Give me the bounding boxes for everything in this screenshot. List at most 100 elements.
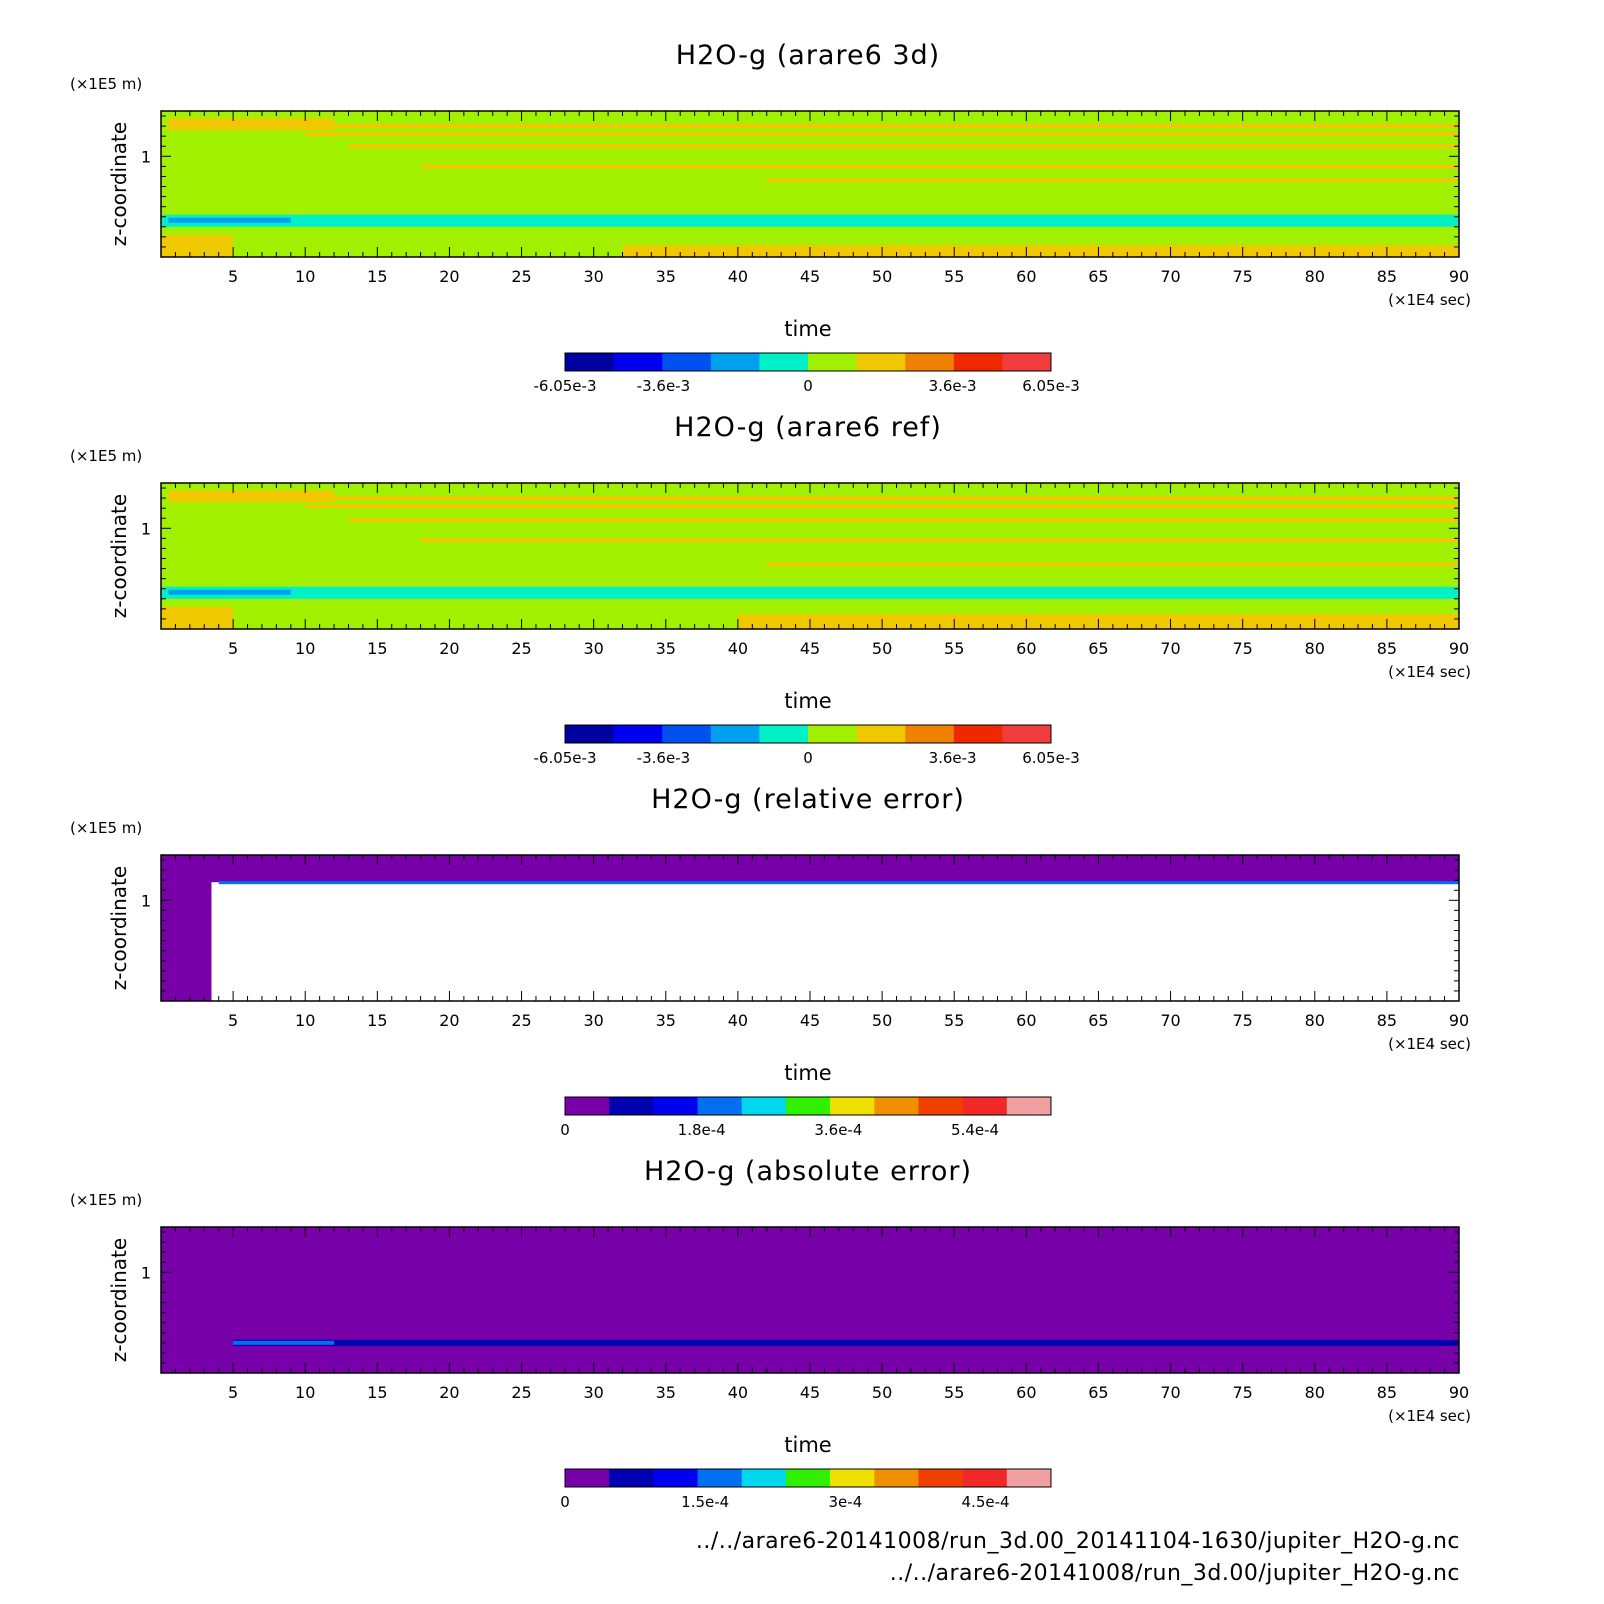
x-tick-label: 70 [1160,1011,1180,1030]
colorbar-swatch [856,725,906,743]
x-tick-label: 10 [295,1383,315,1402]
colorbar-swatch [874,1097,919,1115]
colorbar-label: 4.5e-4 [962,1493,1010,1511]
x-tick-label: 70 [1160,1383,1180,1402]
colorbar-label: -6.05e-3 [534,749,597,767]
x-unit-label: (×1E4 sec) [1388,291,1471,309]
x-tick-label: 10 [295,267,315,286]
footer: ../../arare6-20141008/run_3d.00_20141104… [696,1529,1460,1586]
y-tick-label: 1 [141,147,151,166]
colorbar-swatch [662,353,712,371]
x-tick-label: 90 [1449,1011,1469,1030]
x-tick-label: 65 [1088,1383,1108,1402]
data-band [218,881,1460,885]
colorbar-label: 0 [560,1493,570,1511]
colorbar-swatch [609,1097,654,1115]
colorbar-swatch [710,353,760,371]
panel-title: H2O-g (arare6 3d) [676,40,940,71]
x-tick-label: 30 [583,639,603,658]
data-band [161,586,1459,599]
colorbar-swatch [830,1097,875,1115]
colorbar-swatch [856,353,906,371]
x-tick-label: 30 [583,1383,603,1402]
x-tick-label: 45 [800,639,820,658]
x-tick-label: 15 [367,639,387,658]
colorbar-swatch [808,725,858,743]
x-tick-label: 80 [1305,1383,1325,1402]
panels: H2O-g (arare6 3d)(×1E5 m)5 10 15 20 25 30 35 40… [70,40,1471,1511]
x-tick-label: 85 [1377,639,1397,658]
data-band [334,496,1460,501]
x-tick-label: 65 [1088,267,1108,286]
x-tick-label: 40 [728,639,748,658]
x-tick-label: 25 [511,1383,531,1402]
colorbar-swatch [874,1469,919,1487]
data-band [348,144,1459,149]
data-band [168,490,335,503]
colorbar-swatch [653,1097,699,1115]
x-tick-label: 40 [728,1011,748,1030]
data-band [334,124,1460,129]
colorbar-label: -3.6e-3 [637,749,690,767]
x-tick-label: 25 [511,639,531,658]
x-tick-label: 75 [1232,267,1252,286]
data-band [766,562,1459,567]
footer-line-1: ../../arare6-20141008/run_3d.00_20141104… [696,1529,1460,1554]
colorbar-swatch [697,1097,743,1115]
colorbar-swatch [565,725,615,743]
x-tick-label: 55 [944,1011,964,1030]
x-tick-label: 50 [872,267,892,286]
x-tick-label: 40 [728,1383,748,1402]
colorbar-swatch [905,353,955,371]
colorbar-label: 0 [803,377,813,395]
x-tick-label: 5 [228,639,238,658]
data-band [168,589,291,595]
colorbar-label: 5.4e-4 [951,1121,999,1139]
x-tick-label: 65 [1088,1011,1108,1030]
y-unit-label: (×1E5 m) [70,819,142,837]
x-tick-label: 55 [944,639,964,658]
x-tick-label: 50 [872,1011,892,1030]
data-band [622,244,1459,257]
x-tick-label: 65 [1088,639,1108,658]
colorbar-swatch [1002,725,1052,743]
data-band [161,606,234,629]
x-tick-label: 25 [511,1011,531,1030]
colorbar-swatch [1006,1469,1052,1487]
data-band [305,132,1460,137]
x-tick-label: 85 [1377,1011,1397,1030]
x-tick-label: 35 [656,1011,676,1030]
y-axis-label: z-coordinate [107,122,131,246]
colorbar-label: 3.6e-3 [929,749,977,767]
colorbar-label: 0 [803,749,813,767]
colorbar-swatch [697,1469,743,1487]
x-axis-label: time [784,1433,831,1457]
x-tick-label: 15 [367,1383,387,1402]
colorbar-label: 0 [560,1121,570,1139]
x-axis-label: time [784,1061,831,1085]
colorbar-swatch [918,1469,964,1487]
colorbar-frame [564,724,1052,744]
y-axis-label: z-coordinate [107,1238,131,1362]
colorbar-label: -6.05e-3 [534,377,597,395]
data-band [168,217,291,223]
x-tick-label: 10 [295,639,315,658]
x-tick-label: 35 [656,267,676,286]
x-tick-label: 75 [1232,639,1252,658]
colorbar-frame [564,352,1052,372]
x-tick-label: 35 [656,1383,676,1402]
colorbar-swatch [565,353,615,371]
colorbar-frame [564,1096,1052,1116]
x-tick-label: 40 [728,267,748,286]
x-tick-label: 45 [800,267,820,286]
x-tick-label: 75 [1232,1383,1252,1402]
x-tick-label: 80 [1305,267,1325,286]
y-tick-label: 1 [141,519,151,538]
x-tick-label: 60 [1016,639,1036,658]
y-axis-label: z-coordinate [107,494,131,618]
x-tick-label: 70 [1160,639,1180,658]
colorbar-swatch [759,353,809,371]
data-band [211,882,1459,1001]
colorbar-swatch [905,725,955,743]
x-tick-label: 75 [1232,1011,1252,1030]
